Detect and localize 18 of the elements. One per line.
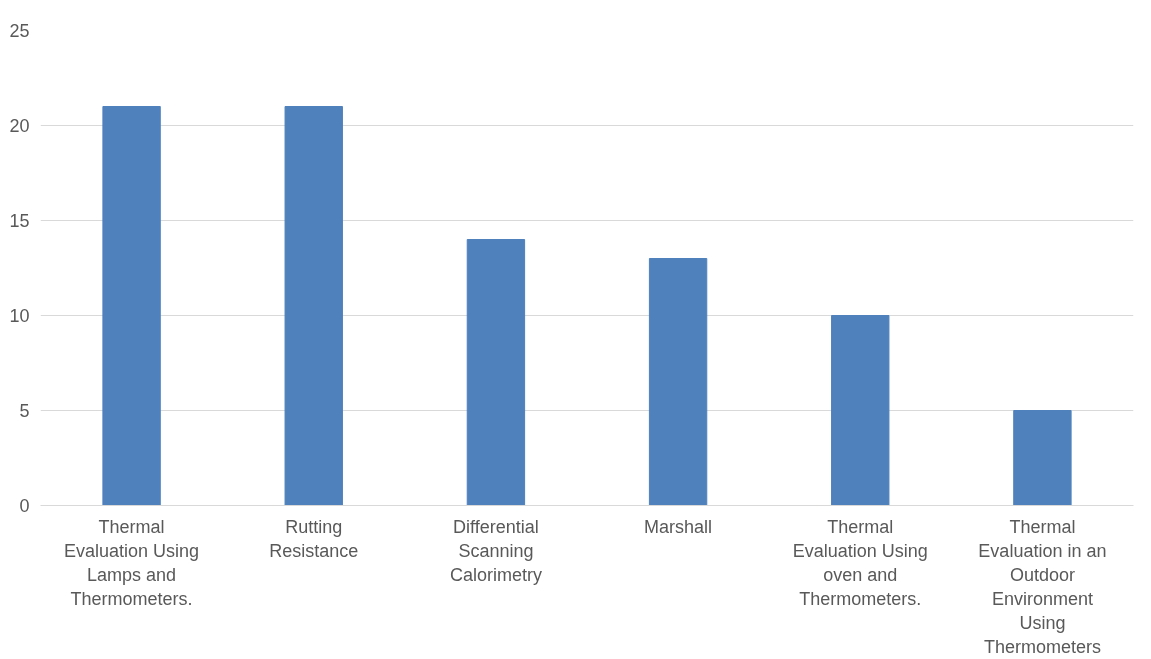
bar <box>102 106 161 506</box>
y-tick-label: 5 <box>19 401 30 421</box>
x-tick-label: Thermal Evaluation Using Lamps and Thermometers. <box>64 516 200 609</box>
bar <box>466 239 526 506</box>
y-tick-label: 10 <box>9 306 30 326</box>
x-tick-label: Thermal Evaluation in an Outdoor Environment Using Thermometers <box>978 516 1107 657</box>
bar <box>648 258 708 506</box>
x-tick-label: Rutting Resistance <box>269 516 359 561</box>
y-tick-label: 0 <box>19 496 30 516</box>
x-tick-label: Thermal Evaluation Using oven and Thermometers. <box>792 516 928 609</box>
y-tick-label: 20 <box>9 116 30 136</box>
x-tick-label: Marshall <box>644 516 713 537</box>
bar <box>831 315 890 506</box>
bar <box>1013 410 1072 506</box>
y-tick-label: 15 <box>9 211 30 231</box>
bar <box>284 106 343 506</box>
y-tick-label: 25 <box>9 21 30 41</box>
x-tick-label: Differential Scanning Calorimetry <box>449 516 542 585</box>
